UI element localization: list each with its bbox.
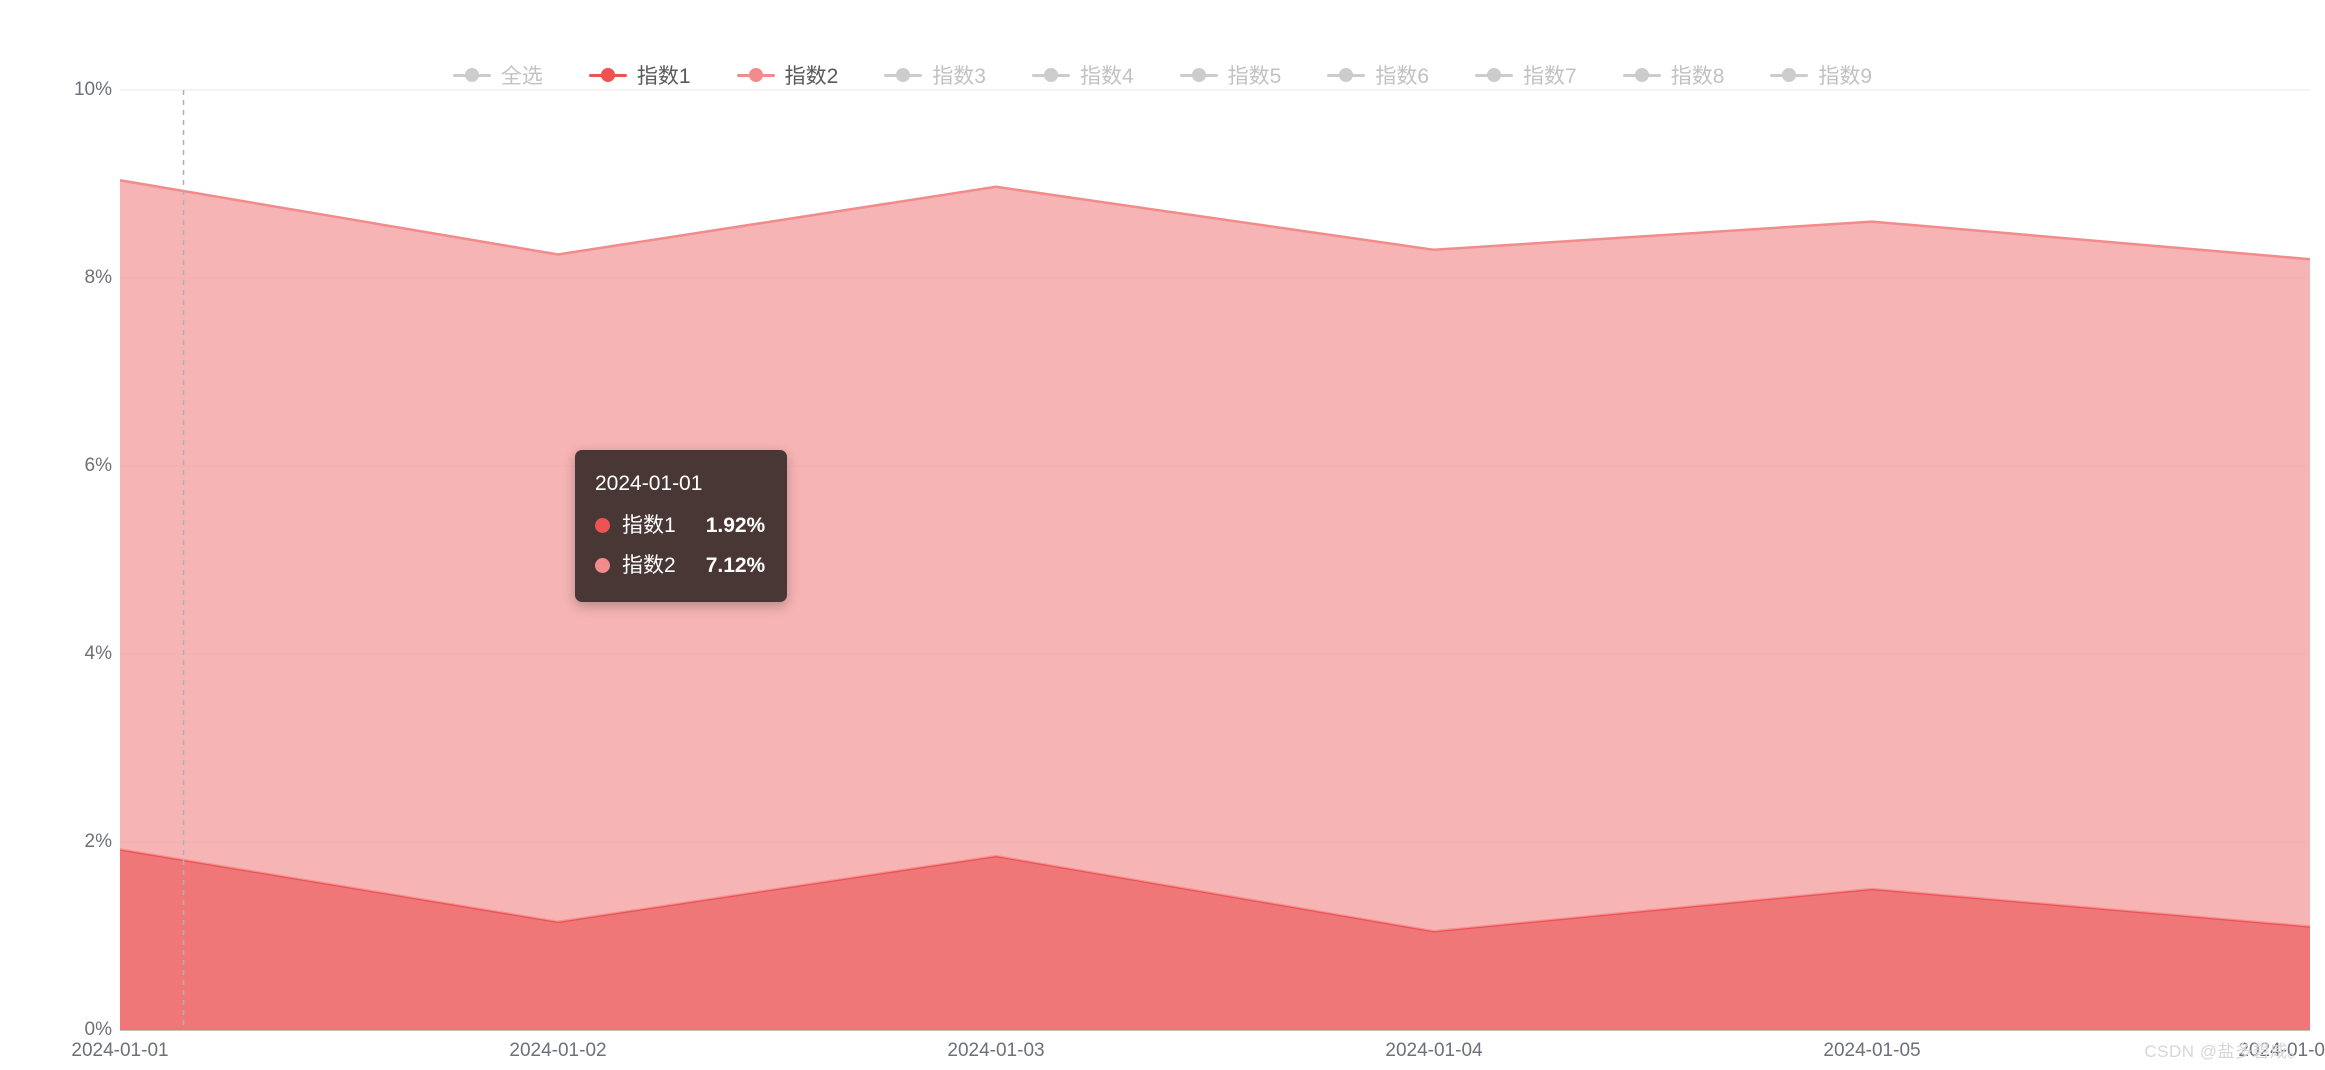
y-tick-label: 2%: [85, 831, 112, 853]
legend-item-6[interactable]: 指数6: [1327, 60, 1429, 90]
tooltip-series-value: 7.12%: [706, 546, 766, 586]
legend-marker-icon: [589, 74, 627, 77]
legend-item-label: 指数7: [1523, 60, 1577, 90]
legend-item-label: 指数8: [1671, 60, 1725, 90]
legend-item-4[interactable]: 指数4: [1032, 60, 1134, 90]
tooltip: 2024-01-01 指数1 1.92% 指数2 7.12%: [575, 450, 787, 602]
tooltip-dot-icon: [595, 518, 610, 533]
legend-item-label: 指数4: [1080, 60, 1134, 90]
y-tick-label: 10%: [74, 79, 112, 101]
tooltip-series-name: 指数1: [622, 506, 676, 546]
legend-item-0[interactable]: 全选: [453, 60, 543, 90]
legend-marker-icon: [1180, 74, 1218, 77]
tooltip-dot-icon: [595, 558, 610, 573]
legend-item-label: 指数2: [785, 60, 839, 90]
legend-item-9[interactable]: 指数9: [1770, 60, 1872, 90]
tooltip-title: 2024-01-01: [595, 464, 765, 504]
legend-item-label: 指数6: [1375, 60, 1429, 90]
legend-item-3[interactable]: 指数3: [884, 60, 986, 90]
area-chart: 全选指数1指数2指数3指数4指数5指数6指数7指数8指数9 0%2%4%6%8%…: [0, 0, 2325, 1070]
tooltip-series-value: 1.92%: [706, 506, 766, 546]
y-tick-label: 4%: [85, 643, 112, 665]
tooltip-row: 指数1 1.92%: [595, 506, 765, 546]
plot-svg: [120, 90, 2310, 1030]
legend-marker-icon: [884, 74, 922, 77]
legend-marker-icon: [1032, 74, 1070, 77]
legend-marker-icon: [453, 74, 491, 77]
y-tick-label: 6%: [85, 455, 112, 477]
legend-item-8[interactable]: 指数8: [1623, 60, 1725, 90]
x-tick-label: 2024-01-01: [71, 1040, 168, 1062]
legend-item-5[interactable]: 指数5: [1180, 60, 1282, 90]
series-area-idx2: [120, 180, 2310, 931]
legend-item-label: 指数5: [1228, 60, 1282, 90]
x-tick-label: 2024-01-02: [509, 1040, 606, 1062]
legend-item-label: 指数9: [1818, 60, 1872, 90]
y-tick-label: 0%: [85, 1019, 112, 1041]
legend-item-label: 全选: [501, 60, 543, 90]
legend-marker-icon: [1327, 74, 1365, 77]
tooltip-series-name: 指数2: [622, 546, 676, 586]
legend-item-1[interactable]: 指数1: [589, 60, 691, 90]
watermark: CSDN @盐多碧咸。: [2144, 1037, 2305, 1062]
legend-marker-icon: [1623, 74, 1661, 77]
legend-item-label: 指数1: [637, 60, 691, 90]
legend-item-7[interactable]: 指数7: [1475, 60, 1577, 90]
legend: 全选 指数1 指数2 指数3 指数4 指数5 指数6 指数7 指数8 指数9: [0, 60, 2325, 90]
y-tick-label: 8%: [85, 267, 112, 289]
x-tick-label: 2024-01-05: [1823, 1040, 1920, 1062]
legend-marker-icon: [1475, 74, 1513, 77]
plot-area[interactable]: [120, 90, 2310, 1030]
tooltip-row: 指数2 7.12%: [595, 546, 765, 586]
legend-marker-icon: [737, 74, 775, 77]
x-tick-label: 2024-01-04: [1385, 1040, 1482, 1062]
legend-item-2[interactable]: 指数2: [737, 60, 839, 90]
legend-marker-icon: [1770, 74, 1808, 77]
x-tick-label: 2024-01-03: [947, 1040, 1044, 1062]
legend-item-label: 指数3: [932, 60, 986, 90]
